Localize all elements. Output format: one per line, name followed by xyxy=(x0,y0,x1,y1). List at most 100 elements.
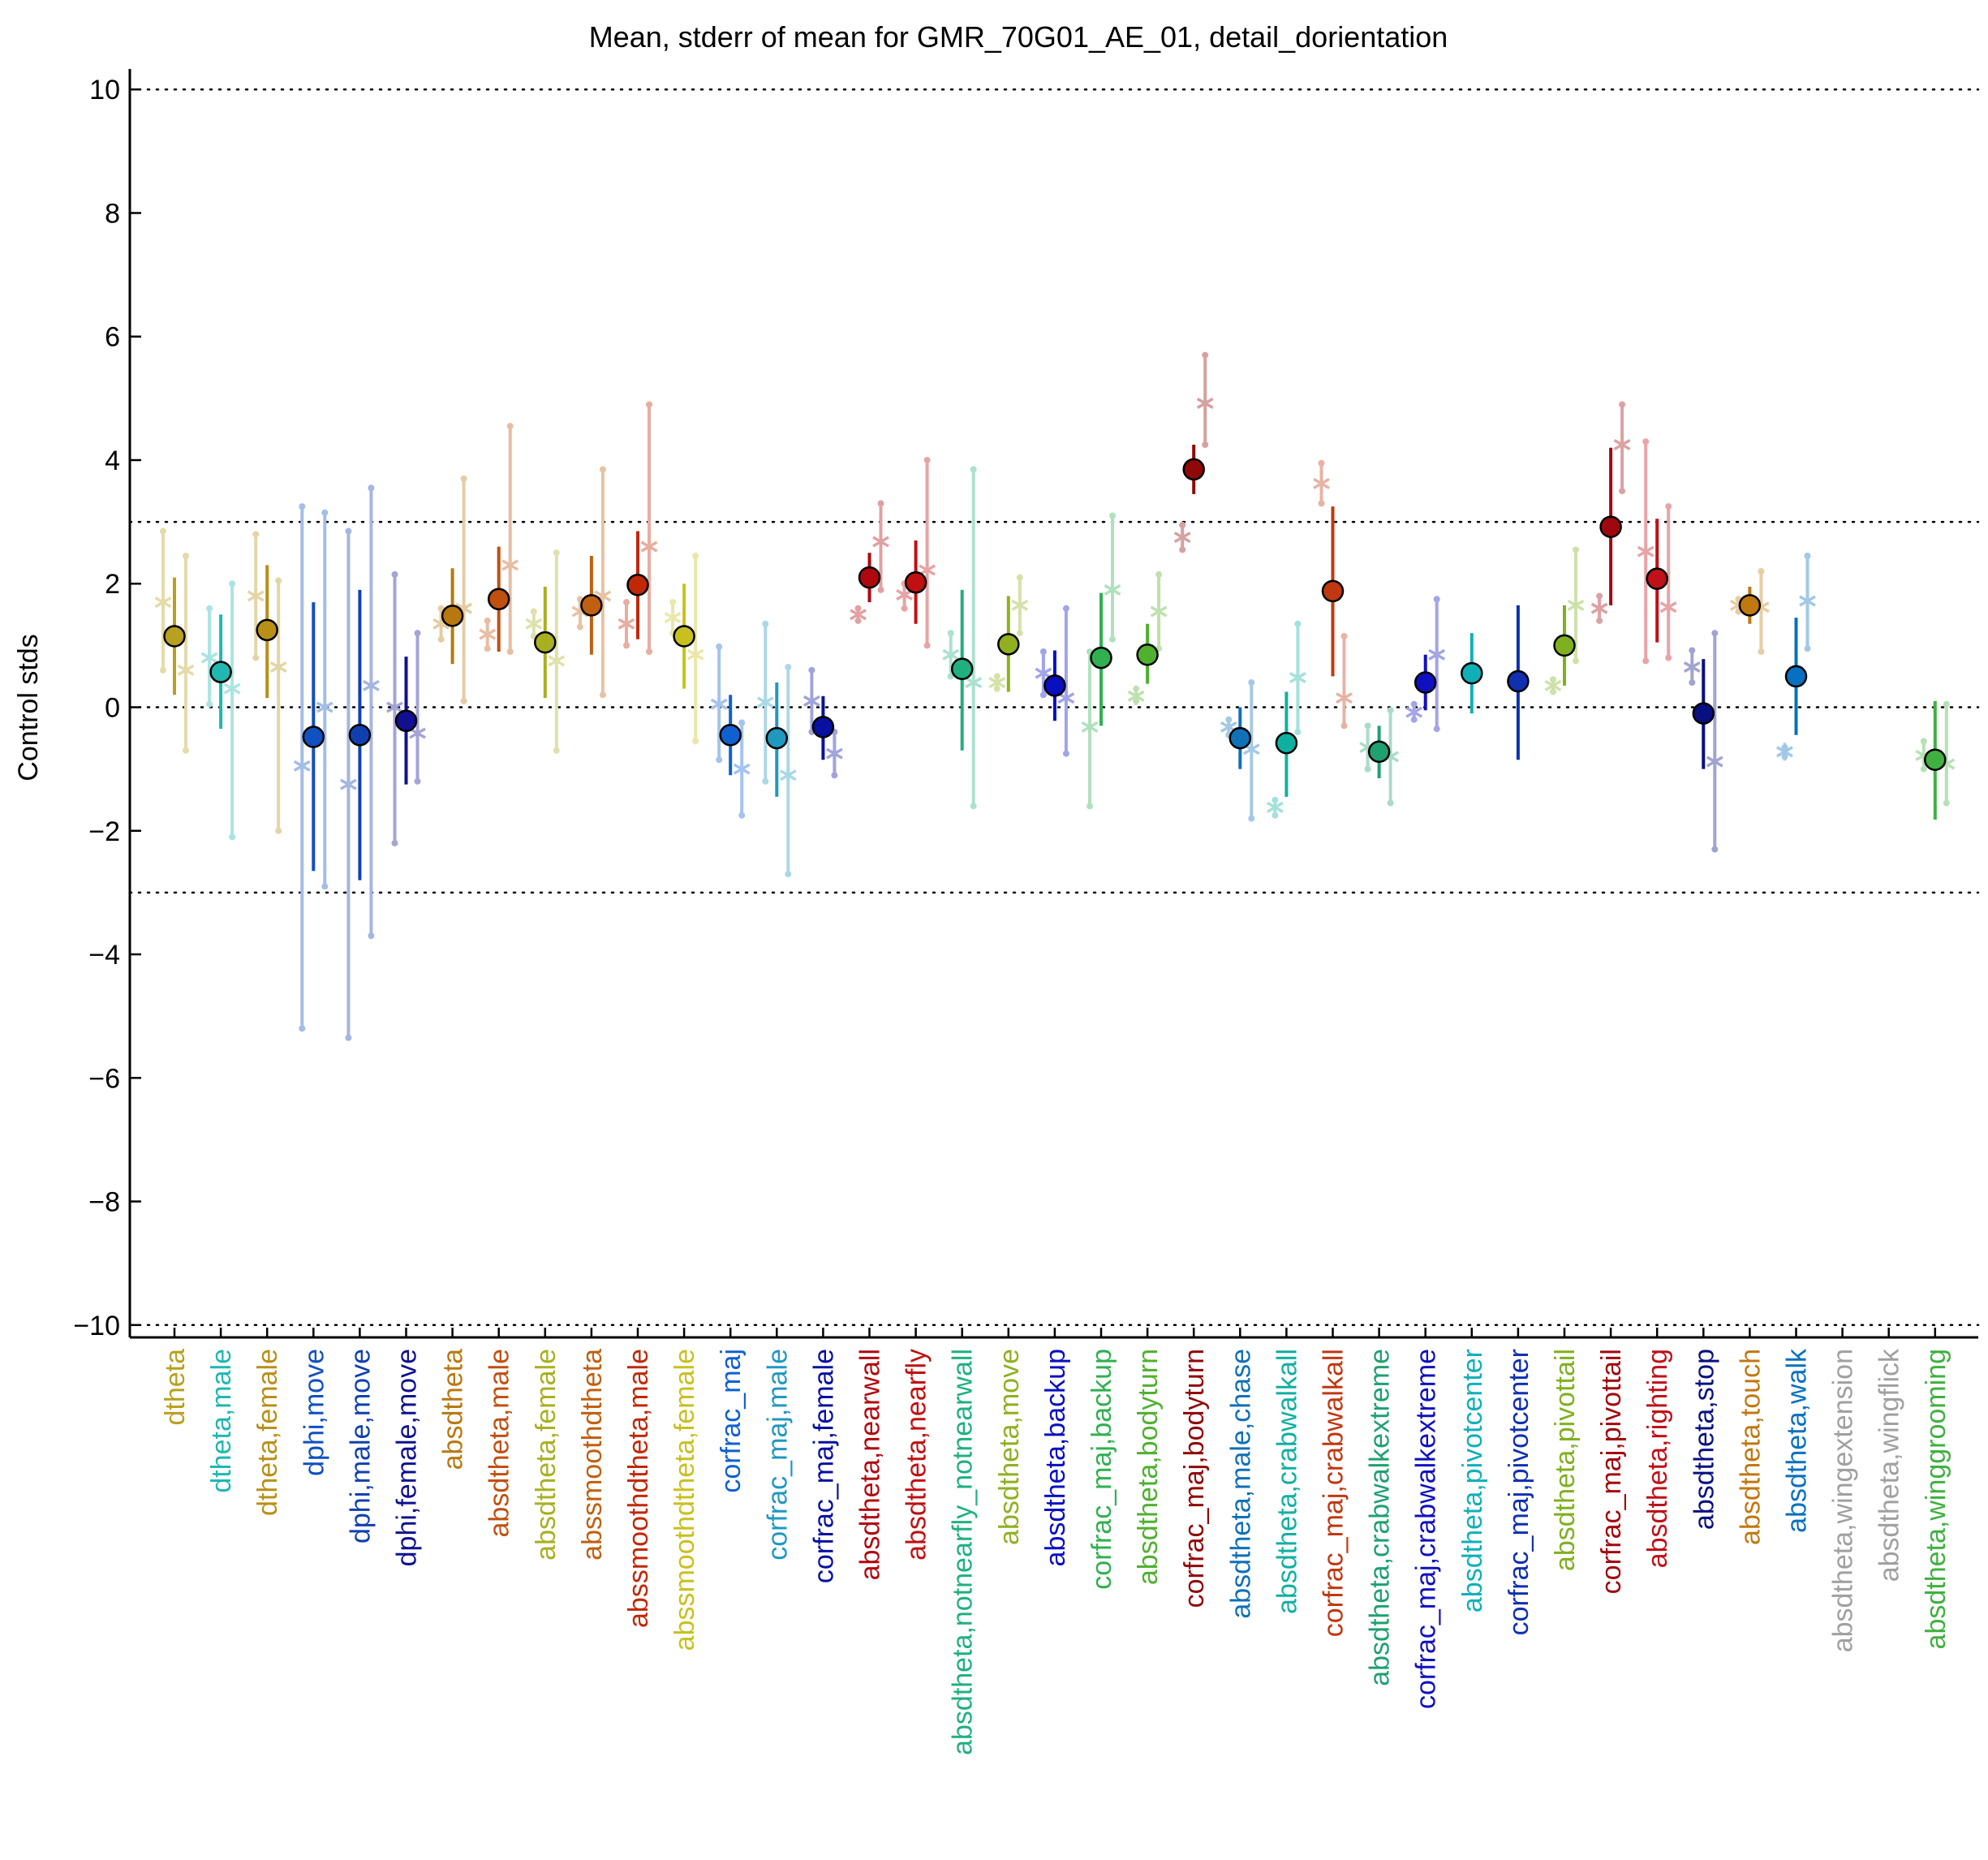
sub-error-end xyxy=(947,673,954,680)
y-tick-label: 4 xyxy=(105,446,120,476)
sub-error-end xyxy=(785,664,792,671)
sub-mean-star xyxy=(896,585,914,604)
sub-error-end xyxy=(599,466,606,473)
sub-error-end xyxy=(1689,647,1696,654)
sub-error-end xyxy=(738,719,746,726)
x-category-label: dtheta,male xyxy=(206,1349,237,1493)
mean-point xyxy=(580,594,603,617)
sub-error-end xyxy=(1109,512,1116,519)
mean-point xyxy=(997,633,1020,656)
sub-error-end xyxy=(506,648,514,655)
star-stroke xyxy=(1405,706,1423,718)
sub-error-end xyxy=(1804,552,1811,559)
star-stroke xyxy=(1081,721,1099,733)
sub-error-end xyxy=(1294,620,1302,627)
y-tick-label: −2 xyxy=(88,816,120,847)
sub-mean-star xyxy=(1127,687,1145,705)
star-stroke xyxy=(269,661,287,674)
sub-error-end xyxy=(414,630,421,637)
star-stroke xyxy=(1336,692,1353,704)
sub-error-end xyxy=(877,500,884,507)
sub-mean-star xyxy=(1776,743,1793,761)
x-category-label: absdtheta,male,chase xyxy=(1225,1349,1256,1619)
sub-mean-star xyxy=(664,609,682,627)
star-stroke xyxy=(154,596,172,609)
sub-error-end xyxy=(183,747,189,754)
sub-error-end xyxy=(901,605,908,612)
sub-error-end xyxy=(970,803,977,810)
mean-point xyxy=(1414,671,1437,694)
sub-error-end xyxy=(414,777,421,785)
mean-point xyxy=(1043,674,1066,697)
sub-error-end xyxy=(484,645,491,652)
star-stroke xyxy=(1220,721,1237,733)
x-category-label: absdtheta,bodyturn xyxy=(1133,1349,1164,1585)
mean-point xyxy=(256,618,278,642)
mean-point xyxy=(1599,515,1622,538)
x-category-label: abssmoothdtheta,female xyxy=(669,1349,700,1651)
sub-error-end xyxy=(1596,617,1603,624)
sub-error-end xyxy=(1387,707,1394,714)
star-stroke xyxy=(1799,595,1816,607)
x-category-label: absdtheta,male xyxy=(484,1349,515,1538)
sub-error-end xyxy=(252,654,260,661)
x-category-label: corfrac_maj,bodyturn xyxy=(1179,1349,1210,1608)
sub-mean-star xyxy=(1659,598,1677,617)
sub-mean-star xyxy=(686,645,704,664)
x-category-label: corfrac_maj,crabwalkall xyxy=(1319,1349,1349,1637)
star-stroke xyxy=(525,618,543,630)
sub-error-end xyxy=(275,827,282,834)
mean-point xyxy=(209,661,232,683)
sub-error-end xyxy=(669,599,677,606)
sub-error-end xyxy=(368,932,375,940)
star-stroke xyxy=(896,588,914,601)
x-category-label: absdtheta,female xyxy=(531,1349,562,1561)
sub-error-end xyxy=(1179,521,1186,528)
star-stroke xyxy=(617,618,635,630)
sub-error-end xyxy=(623,642,630,649)
sub-mean-star xyxy=(1104,580,1121,599)
star-stroke xyxy=(779,769,797,781)
star-stroke xyxy=(177,664,195,676)
sub-mean-star xyxy=(154,593,172,612)
sub-error-end xyxy=(275,577,282,584)
sub-mean-star xyxy=(1266,798,1284,816)
sub-mean-star xyxy=(479,625,497,644)
mean-point xyxy=(348,724,372,747)
sub-mean-star xyxy=(1567,596,1585,614)
sub-error-end xyxy=(368,484,375,492)
sub-mean-star xyxy=(339,775,357,794)
x-category-label: absdtheta,winggrooming xyxy=(1921,1349,1951,1649)
sub-error-end xyxy=(1016,574,1023,581)
star-stroke xyxy=(1242,743,1260,756)
mean-point xyxy=(811,716,835,738)
sub-mean-star xyxy=(850,605,867,624)
star-stroke xyxy=(710,698,728,710)
sub-error-end xyxy=(1804,645,1811,652)
sub-error-end xyxy=(1179,546,1186,553)
star-stroke xyxy=(316,701,333,713)
sub-error-end xyxy=(1433,725,1440,733)
sub-error-end xyxy=(738,812,746,819)
sub-error-end xyxy=(1340,632,1348,639)
mean-point xyxy=(302,725,325,748)
star-stroke xyxy=(339,778,357,790)
sub-error-end xyxy=(1062,605,1069,612)
star-stroke xyxy=(803,695,820,707)
sub-error-end xyxy=(1039,648,1047,655)
x-category-label: corfrac_maj,crabwalkextreme xyxy=(1411,1349,1442,1709)
sub-error-end xyxy=(1619,401,1626,408)
sub-error-end xyxy=(716,756,723,764)
mean-point xyxy=(904,570,927,594)
star-stroke xyxy=(501,559,519,571)
x-category-label: absdtheta,notnearfly_notnearwall xyxy=(948,1349,979,1755)
sub-error-end xyxy=(252,531,260,538)
sub-error-end xyxy=(1920,765,1927,773)
star-stroke xyxy=(1196,397,1214,409)
star-stroke xyxy=(988,677,1006,689)
star-stroke xyxy=(1428,648,1446,661)
sub-error-end xyxy=(762,620,769,627)
star-stroke xyxy=(825,747,843,760)
sub-error-end xyxy=(1248,815,1255,822)
